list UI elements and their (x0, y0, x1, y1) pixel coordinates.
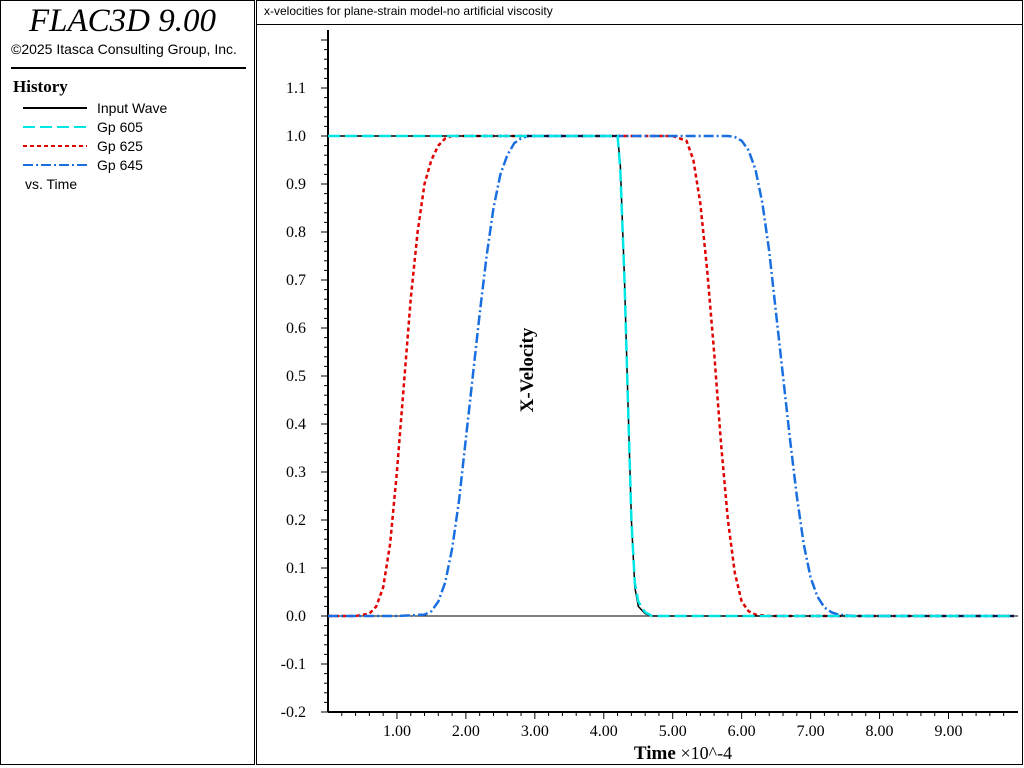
y-axis-label: X-Velocity (517, 327, 538, 412)
y-tick-label: 0.3 (286, 464, 306, 481)
legend-label: Gp 625 (97, 138, 143, 154)
y-tick-label: -0.2 (281, 704, 306, 721)
legend-swatch (23, 126, 87, 128)
x-tick-label: 4.00 (590, 723, 618, 740)
copyright-text: ©2025 Itasca Consulting Group, Inc. (11, 41, 237, 57)
chart-content: -0.2 -0.1 0.0 0.1 0.2 0.3 0.4 0.5 0.6 0.7 0.8 0.9 1.… (281, 30, 1018, 740)
series-line-gp-645 (328, 134, 1014, 618)
legend-divider (11, 67, 246, 69)
y-tick-label: 0.0 (286, 608, 306, 625)
legend-label: Input Wave (97, 100, 168, 116)
series-line-gp-605 (328, 134, 1014, 618)
y-tick-label: 0.7 (286, 272, 306, 289)
legend-footer: vs. Time (25, 176, 78, 192)
app-title: FLAC3D 9.00 (29, 3, 217, 39)
legend-heading: History (13, 77, 68, 96)
x-tick-label: 5.00 (659, 723, 687, 740)
y-tick-label: 0.1 (286, 560, 306, 577)
y-tick-label: 0.8 (286, 224, 306, 241)
plot-area: -0.2 -0.1 0.0 0.1 0.2 0.3 0.4 0.5 0.6 0.7 0.8 0.9 1.… (256, 0, 1023, 765)
chart-title: x-velocities for plane-strain model-no a… (264, 4, 553, 18)
x-axis-label: Time ×10^-4 (634, 743, 732, 764)
y-tick-label: 1.0 (286, 128, 306, 145)
x-tick-label: 1.00 (383, 723, 411, 740)
y-tick-label: 0.9 (286, 176, 306, 193)
x-tick-label: 8.00 (866, 723, 894, 740)
series-line-gp-625 (328, 134, 1014, 618)
y-tick-label: 0.4 (286, 416, 306, 433)
legend-swatch (23, 107, 87, 109)
plot-border (256, 0, 1023, 765)
y-tick-label: 0.2 (286, 512, 306, 529)
series-line-input-wave (328, 135, 1014, 617)
x-tick-label: 6.00 (728, 723, 756, 740)
x-tick-label: 7.00 (797, 723, 825, 740)
legend-swatch (23, 145, 87, 147)
x-tick-label: 2.00 (452, 723, 480, 740)
x-tick-label: 3.00 (521, 723, 549, 740)
legend-swatch (23, 164, 87, 166)
legend-item-gp-645: Gp 645 (21, 156, 241, 174)
legend-label: Gp 645 (97, 157, 143, 173)
y-tick-label: -0.1 (281, 656, 306, 673)
legend-item-input-wave: Input Wave (21, 99, 241, 117)
y-tick-label: 0.5 (286, 368, 306, 385)
y-tick-label: 1.1 (286, 80, 306, 97)
legend-panel: FLAC3D 9.00 ©2025 Itasca Consulting Grou… (0, 0, 255, 765)
x-tick-label: 9.00 (935, 723, 963, 740)
legend-label: Gp 605 (97, 119, 143, 135)
legend-item-gp-605: Gp 605 (21, 118, 241, 136)
legend-item-gp-625: Gp 625 (21, 137, 241, 155)
y-tick-label: 0.6 (286, 320, 306, 337)
